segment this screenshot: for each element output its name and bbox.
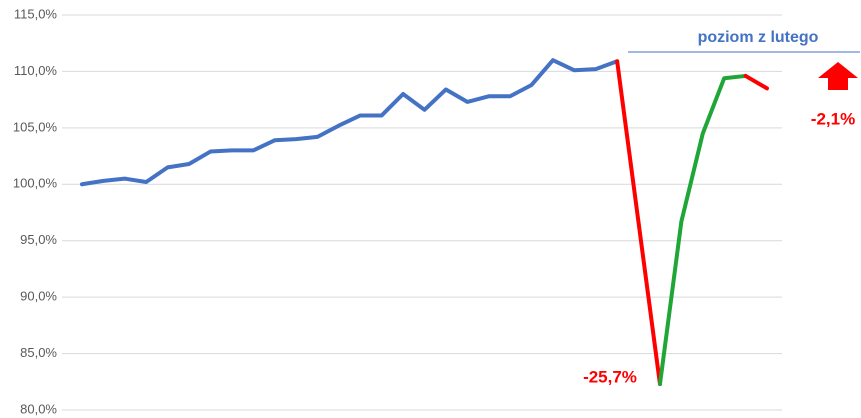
y-tick-label: 90,0%: [20, 289, 57, 304]
line-series: [743, 73, 769, 91]
y-tick-label: 100,0%: [13, 176, 58, 191]
y-tick-label: 105,0%: [13, 119, 58, 134]
annotation: poziom z lutego: [698, 29, 819, 46]
annotation: -2,1%: [811, 109, 855, 128]
line-series: [615, 59, 662, 387]
line-series: [657, 73, 748, 387]
y-tick-label: 115,0%: [14, 6, 58, 21]
y-tick-label: 80,0%: [20, 401, 57, 416]
y-tick-label: 110,0%: [14, 63, 58, 78]
line-series: [80, 58, 620, 187]
annotation: -25,7%: [583, 367, 637, 386]
y-tick-label: 95,0%: [20, 232, 57, 247]
arrow-icon: [818, 62, 858, 90]
y-tick-label: 85,0%: [20, 345, 57, 360]
